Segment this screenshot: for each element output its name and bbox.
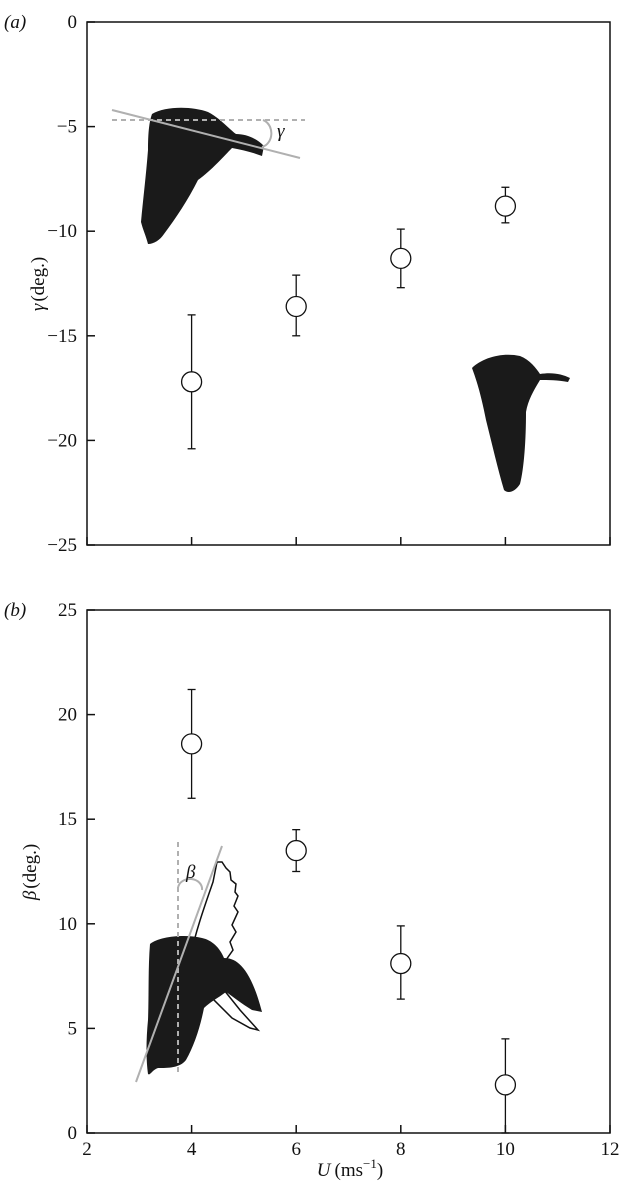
beta-angle-arc — [177, 878, 204, 891]
y-tick-label-b: 5 — [68, 1018, 78, 1039]
data-point-a — [494, 186, 517, 224]
plot-area-b: 0 5 10 15 20 25 2 4 6 8 10 12 — [58, 600, 620, 1160]
data-point-b — [285, 829, 307, 873]
y-axis-unit-a: (deg.) — [28, 257, 49, 302]
data-point-a — [285, 274, 307, 337]
gamma-angle-label: γ — [277, 121, 285, 142]
y-tick-label-a: −5 — [57, 117, 77, 138]
x-tick-label: 12 — [601, 1139, 620, 1160]
y-tick-label-b: 0 — [68, 1123, 78, 1144]
data-point-b — [180, 688, 203, 799]
data-marker — [494, 1074, 517, 1096]
x-tick-label: 8 — [396, 1139, 406, 1160]
y-tick-label-a: 0 — [68, 12, 78, 33]
data-point-b — [494, 1038, 517, 1134]
axes-frame-b — [86, 609, 611, 1134]
bird-body-silhouette-b — [146, 936, 262, 1075]
gamma-angle-arc — [261, 119, 273, 148]
data-marker — [390, 952, 412, 975]
y-tick-label-a: −15 — [47, 326, 77, 347]
x-axis-label: U (ms−1) — [317, 1156, 383, 1181]
x-tick-label: 6 — [291, 1139, 301, 1160]
data-marker — [180, 733, 203, 755]
y-tick-label-b: 15 — [58, 809, 77, 830]
y-axis-unit-b: (deg.) — [20, 844, 41, 889]
plot-area-a: 0 −5 −10 −15 −20 −25 — [47, 12, 611, 556]
x-axis-symbol: U — [317, 1160, 332, 1181]
data-marker — [285, 295, 307, 318]
y-axis-symbol-b: β — [20, 890, 41, 901]
body-axis-line — [111, 109, 301, 159]
bird-silhouette-with-wing-stroke-angle: β — [135, 842, 262, 1083]
bird-silhouette-with-body-angle: γ — [111, 107, 305, 245]
y-axis-symbol-a: γ — [28, 303, 49, 311]
data-point-a — [390, 228, 412, 289]
y-tick-label-b: 25 — [58, 600, 77, 621]
y-tick-label-a: −25 — [47, 535, 77, 556]
wing-stroke-axis-line — [135, 845, 223, 1083]
ticks-a: 0 −5 −10 −15 −20 −25 — [47, 12, 611, 556]
y-tick-label-b: 20 — [58, 705, 77, 726]
bird-body-silhouette-a1 — [141, 107, 264, 245]
data-point-a — [180, 314, 203, 450]
x-tick-label: 4 — [187, 1139, 197, 1160]
beta-angle-label: β — [185, 862, 196, 883]
bird-silhouette — [472, 354, 570, 492]
ticks-b: 0 5 10 15 20 25 2 4 6 8 10 12 — [58, 600, 620, 1160]
axes-frame-a — [86, 21, 611, 546]
data-marker — [180, 371, 203, 393]
upstroke-wing-outline — [189, 861, 261, 1032]
data-marker — [494, 195, 517, 217]
data-marker — [390, 247, 412, 270]
panel-b-label: (b) — [4, 600, 26, 621]
y-tick-label-a: −10 — [47, 221, 77, 242]
x-tick-label: 2 — [82, 1139, 92, 1160]
points-a — [180, 186, 517, 450]
y-tick-label-a: −20 — [47, 430, 77, 451]
panel-a-label: (a) — [4, 12, 26, 33]
y-axis-label-b: β(deg.) — [20, 844, 41, 901]
panel-a: (a) γ 0−5−10−15−20−25 γ(deg.) — [4, 12, 611, 556]
data-marker — [285, 839, 307, 862]
y-axis-label-a: γ(deg.) — [28, 257, 49, 311]
x-axis-unit-superscript: −1 — [363, 1156, 377, 1171]
x-axis-unit-post: ) — [377, 1160, 383, 1181]
y-tick-label-b: 10 — [58, 914, 77, 935]
x-axis-unit-pre: (ms — [335, 1160, 364, 1181]
data-point-b — [390, 925, 412, 1000]
points-b — [180, 688, 517, 1134]
bird-body-silhouette-a2 — [472, 354, 570, 492]
x-tick-label: 10 — [496, 1139, 515, 1160]
